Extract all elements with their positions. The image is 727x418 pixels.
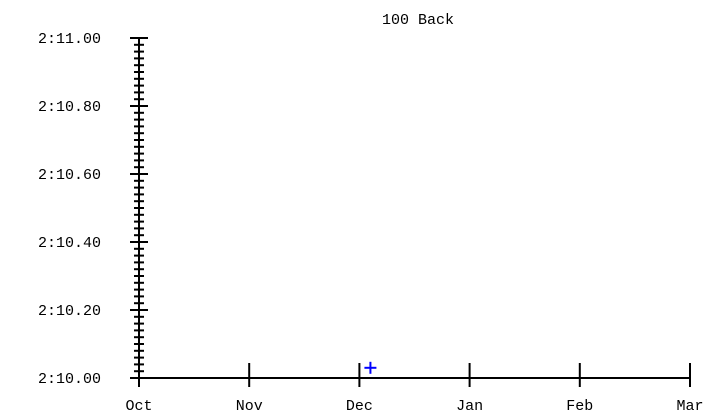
y-tick-label: 2:10.40 [38,235,101,252]
x-tick-label: Feb [566,398,593,415]
x-tick-label: Mar [676,398,703,415]
y-tick-label: 2:11.00 [38,31,101,48]
data-point [364,361,377,374]
chart-title: 100 Back [382,12,454,29]
y-ticks: 2:11.00 2:10.80 2:10.60 2:10.40 2:10.20 2:10.… [38,31,148,388]
y-tick-label: 2:10.60 [38,167,101,184]
data-points [364,361,377,374]
y-tick-label: 2:10.80 [38,99,101,116]
y-tick-label: 2:10.20 [38,303,101,320]
x-tick-label: Dec [346,398,373,415]
y-tick-label: 2:10.00 [38,371,101,388]
axes [138,38,690,379]
x-tick-label: Oct [125,398,152,415]
x-ticks: Oct Nov Dec Jan Feb Mar [125,363,704,415]
x-tick-label: Jan [456,398,483,415]
x-tick-label: Nov [236,398,263,415]
